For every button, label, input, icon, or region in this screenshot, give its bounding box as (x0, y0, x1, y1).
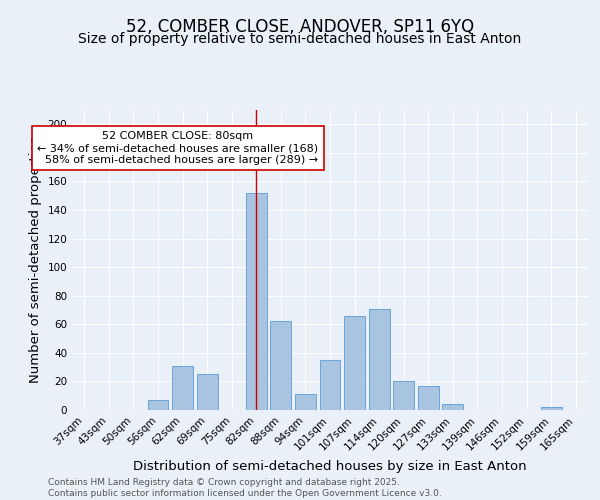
Bar (295, 394, 316, 410)
Bar (393, 382, 414, 410)
Text: Size of property relative to semi-detached houses in East Anton: Size of property relative to semi-detach… (79, 32, 521, 46)
Bar (442, 404, 463, 410)
Bar (541, 407, 562, 410)
Bar (418, 386, 439, 410)
Bar (246, 193, 267, 410)
Text: 52, COMBER CLOSE, ANDOVER, SP11 6YQ: 52, COMBER CLOSE, ANDOVER, SP11 6YQ (126, 18, 474, 36)
Bar (320, 360, 340, 410)
Bar (148, 400, 169, 410)
Bar (344, 316, 365, 410)
Bar (368, 308, 389, 410)
Y-axis label: Number of semi-detached properties: Number of semi-detached properties (29, 136, 42, 383)
Bar (197, 374, 218, 410)
Text: 52 COMBER CLOSE: 80sqm
← 34% of semi-detached houses are smaller (168)
  58% of : 52 COMBER CLOSE: 80sqm ← 34% of semi-det… (37, 132, 318, 164)
Bar (271, 322, 292, 410)
X-axis label: Distribution of semi-detached houses by size in East Anton: Distribution of semi-detached houses by … (133, 460, 527, 473)
Bar (172, 366, 193, 410)
Text: Contains HM Land Registry data © Crown copyright and database right 2025.
Contai: Contains HM Land Registry data © Crown c… (48, 478, 442, 498)
